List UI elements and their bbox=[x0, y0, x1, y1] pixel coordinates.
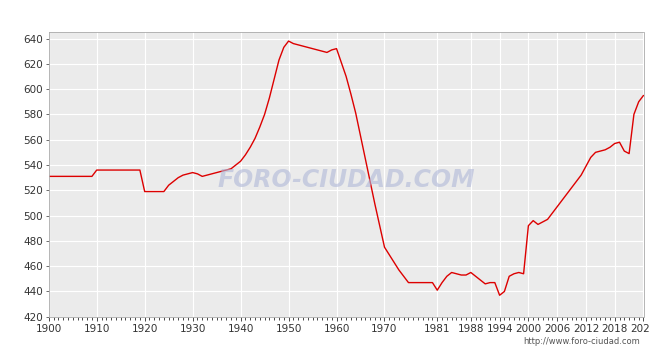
Text: FORO-CIUDAD.COM: FORO-CIUDAD.COM bbox=[217, 168, 475, 192]
Text: http://www.foro-ciudad.com: http://www.foro-ciudad.com bbox=[523, 337, 640, 346]
Text: El Fresno (Municipio) - Evolucion del numero de Habitantes: El Fresno (Municipio) - Evolucion del nu… bbox=[103, 8, 547, 21]
